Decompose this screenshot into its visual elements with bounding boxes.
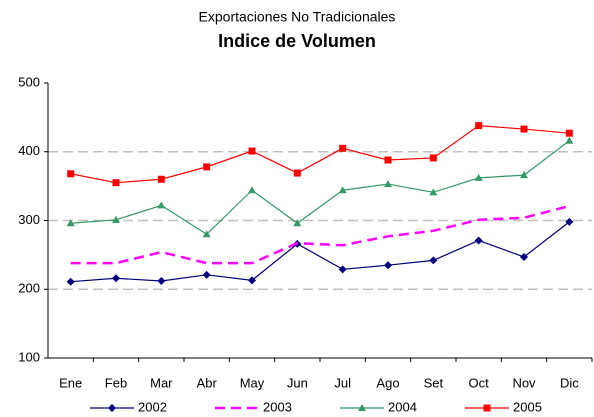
data-point [67,170,75,178]
y-tick-label: 300 [18,212,40,227]
legend-marker [483,404,491,412]
data-point [112,215,120,223]
data-point [293,169,301,177]
data-point [112,179,120,187]
data-point [565,136,574,144]
x-tick-label: Jul [334,375,351,390]
data-point [384,261,392,270]
data-point [202,270,211,279]
x-tick-label: Feb [105,375,127,390]
x-tick-label: Dic [560,375,579,390]
x-tick-label: Set [424,375,444,390]
x-tick-label: Mar [150,375,173,390]
data-point [203,163,211,171]
legend-marker [358,404,366,411]
series-line [70,204,570,265]
x-tick-label: Ene [59,375,82,390]
x-tick-label: May [240,375,265,390]
data-point [565,129,573,137]
x-tick-label: Abr [197,375,218,390]
data-point [112,274,120,283]
legend-label: 2004 [388,399,417,414]
data-point [248,147,256,155]
series-line [70,125,570,184]
data-point [157,175,165,183]
data-point [474,236,483,245]
data-point [520,171,528,179]
data-point [66,277,75,286]
legend-label: 2005 [513,399,542,414]
y-tick-label: 100 [18,349,40,364]
data-point [429,188,438,196]
data-point [157,201,166,209]
legend-marker [108,404,116,412]
data-point [157,277,166,285]
data-point [339,144,347,152]
chart-subtitle: Indice de Volumen [218,31,376,51]
data-point [429,154,437,162]
chart-title: Exportaciones No Tradicionales [199,9,396,25]
legend-label: 2002 [138,399,167,414]
legend-label: 2003 [263,399,292,414]
data-point [293,219,302,227]
data-point [474,173,483,181]
data-point [338,186,347,194]
data-point [520,252,528,261]
data-point [384,156,392,164]
x-tick-label: Ago [376,375,399,390]
y-tick-label: 500 [18,74,40,89]
data-point [384,180,392,188]
data-point [248,186,256,194]
y-tick-label: 200 [18,281,40,296]
data-point [202,230,211,238]
x-tick-label: Jun [287,375,308,390]
series-line [70,221,570,283]
series-line [70,140,570,236]
data-point [475,122,483,130]
data-point [429,256,438,265]
data-point [248,276,256,285]
data-point [66,219,75,227]
x-tick-label: Nov [512,375,536,390]
y-tick-label: 400 [18,143,40,158]
data-point [338,265,347,274]
data-point [520,125,528,133]
data-point [565,217,574,226]
x-tick-label: Oct [469,375,490,390]
